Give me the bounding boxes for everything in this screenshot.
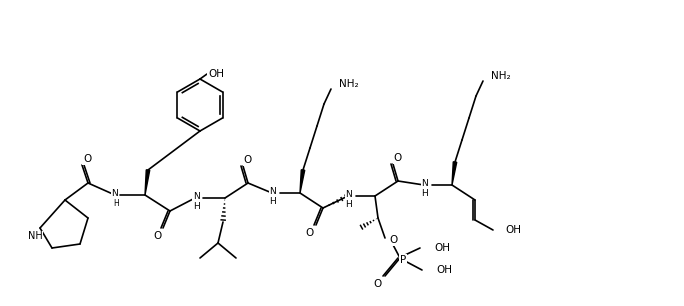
Text: O: O [389,235,397,245]
Polygon shape [452,162,457,185]
Text: P: P [400,255,406,265]
Text: O: O [306,228,314,238]
Text: OH: OH [505,225,521,235]
Text: O: O [244,155,252,165]
Text: OH: OH [436,265,452,275]
Text: N: N [421,178,428,188]
Text: NH₂: NH₂ [491,71,511,81]
Text: H: H [113,199,119,207]
Text: O: O [373,279,381,289]
Text: N: N [111,188,118,197]
Text: H: H [193,201,199,211]
Text: NH: NH [27,231,42,241]
Text: O: O [394,153,402,163]
Text: O: O [83,154,91,164]
Text: OH: OH [434,243,450,253]
Text: H: H [269,196,276,206]
Text: OH: OH [208,69,224,79]
Text: N: N [345,189,352,199]
Polygon shape [145,170,150,195]
Text: H: H [421,188,428,197]
Polygon shape [300,170,305,193]
Text: N: N [193,192,199,200]
Text: O: O [153,231,161,241]
Text: N: N [269,186,276,196]
Text: NH₂: NH₂ [339,79,358,89]
Text: H: H [345,200,352,208]
